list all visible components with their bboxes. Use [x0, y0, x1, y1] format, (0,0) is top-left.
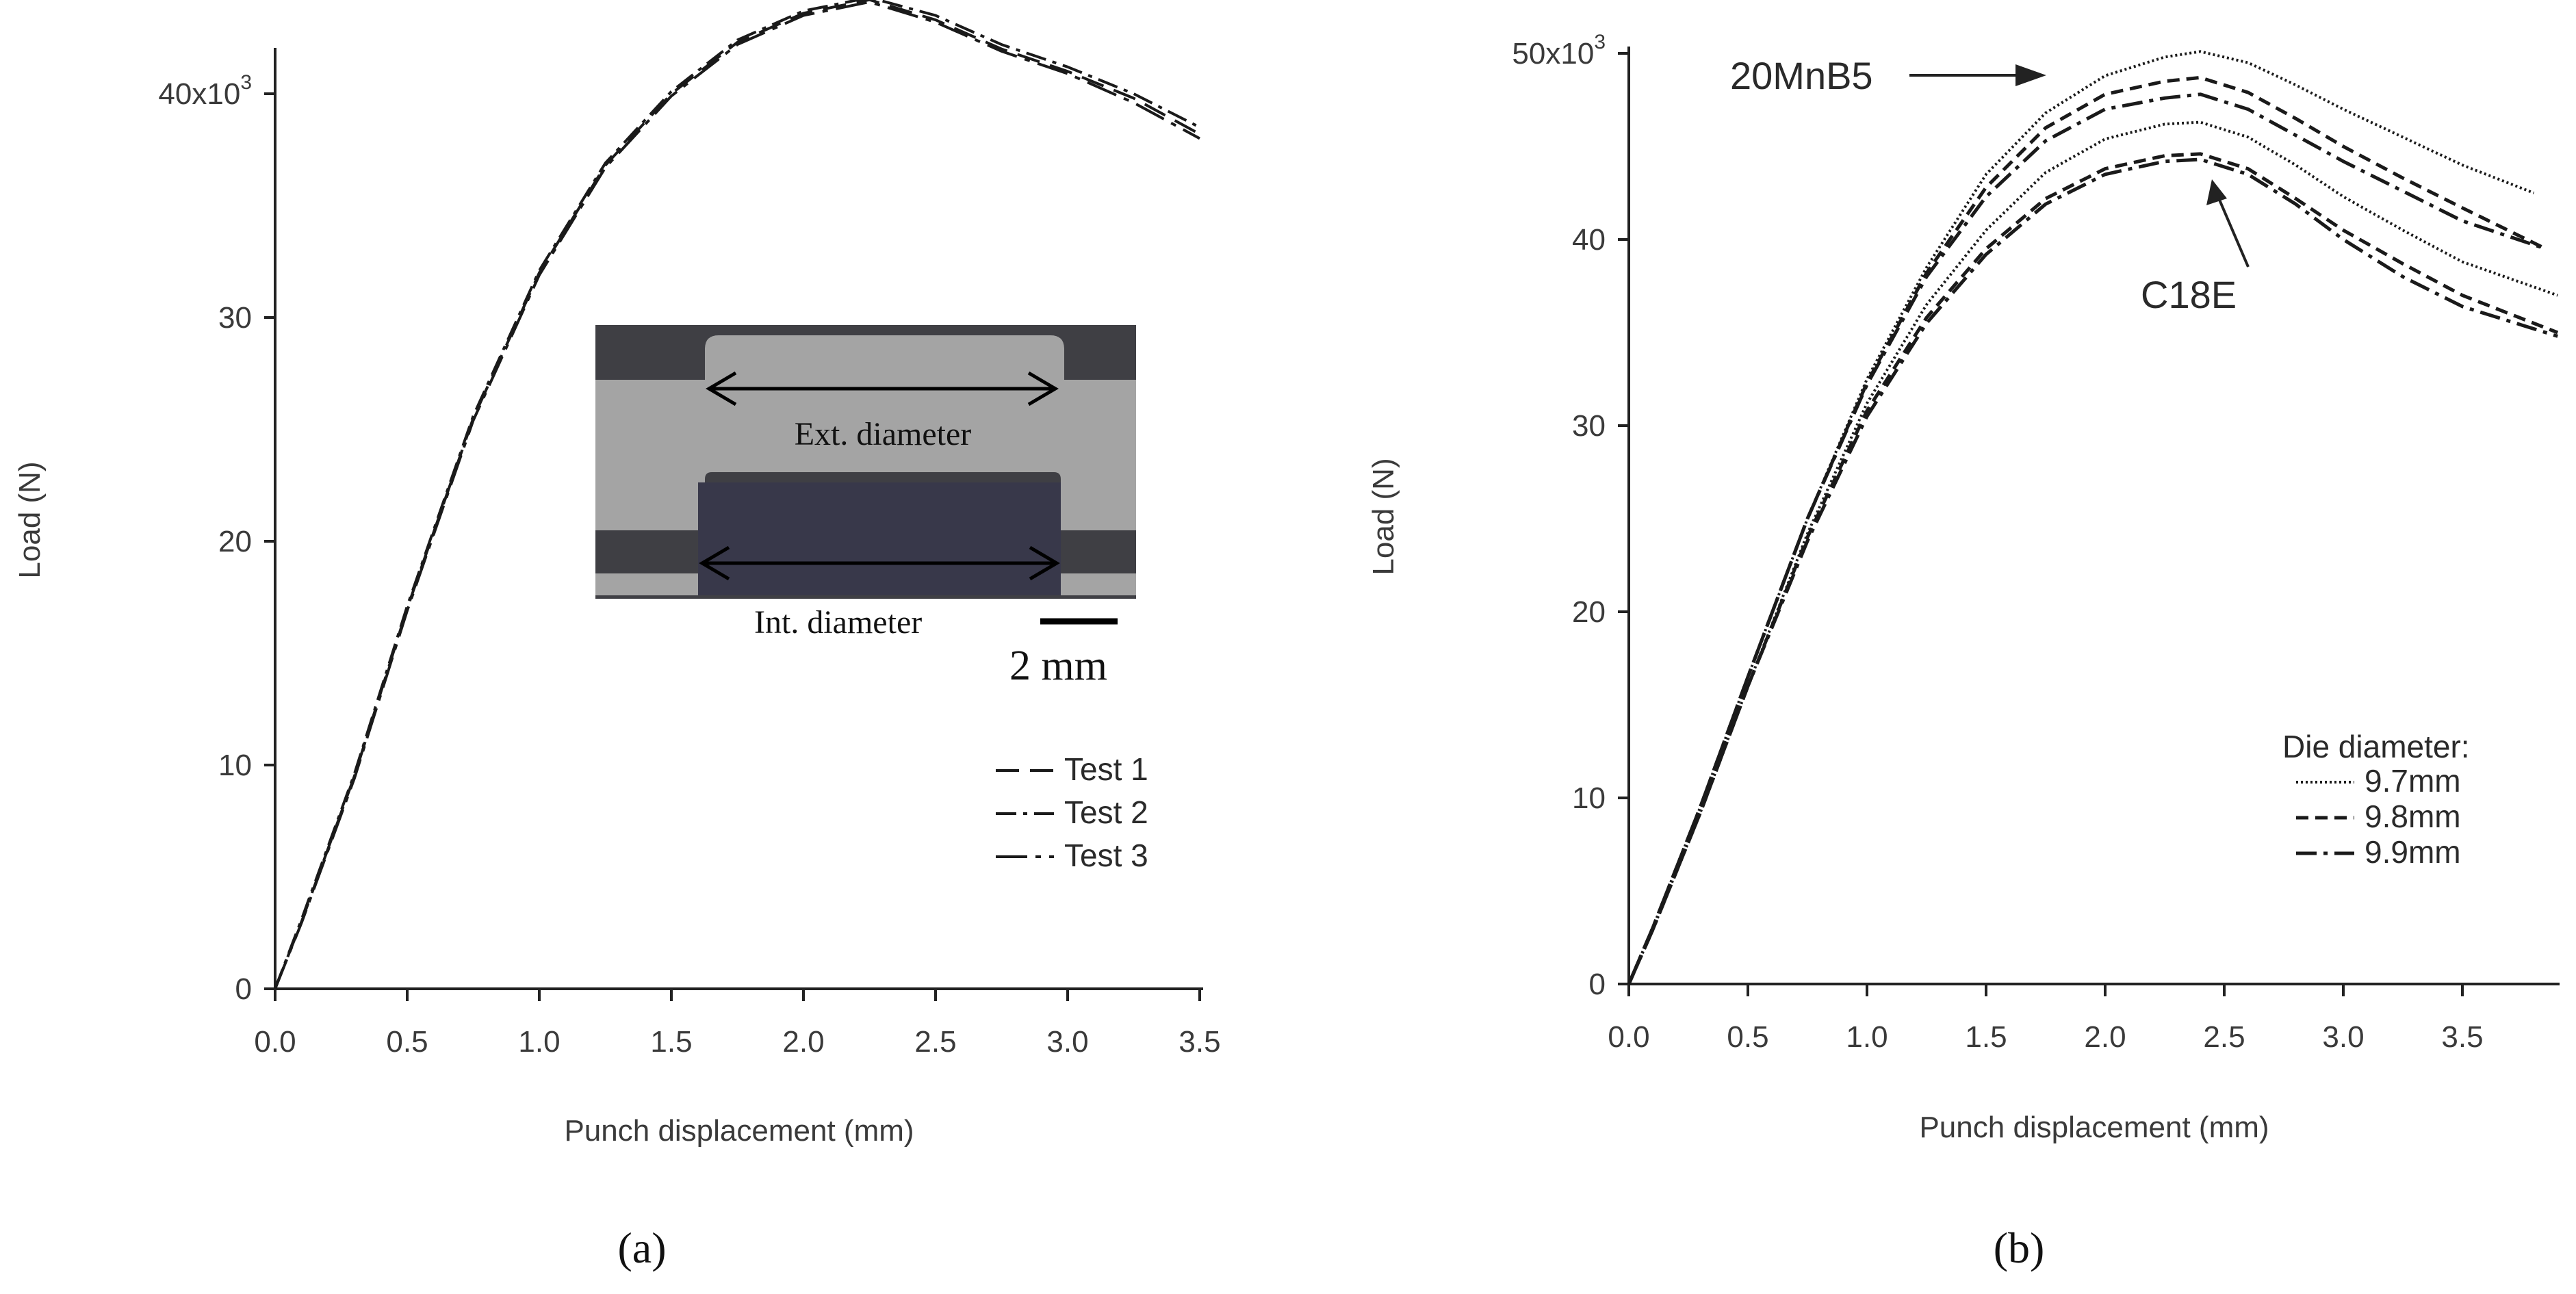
panel-b-y-tick-label: 0: [1589, 968, 1606, 1001]
int-arrow-head-right: [1029, 545, 1060, 581]
panel-a-series-line: [274, 0, 1200, 989]
panel-a: 0 10 20 30 40x103 0.0 0.5 1.0 1.5 2.0 2.5 3.0 3.5 P…: [13, 0, 1221, 1272]
annotation-20mnb5-arrowhead: [2015, 64, 2046, 86]
panel-a-series-line: [274, 0, 1200, 989]
panel-a-x-axis-label: Punch displacement (mm): [564, 1114, 914, 1148]
panel-a-x-tick-label: 0.0: [254, 1025, 296, 1059]
panel-b-y-ticks: 0 10 20 30 40 50x103: [1512, 31, 1629, 1001]
panel-b-x-ticks: 0.0 0.5 1.0 1.5 2.0 2.5 3.0 3.5: [1608, 984, 2484, 1054]
panel-b-series-line: [1627, 92, 2547, 985]
annotation-c18e-arrowhead: [2206, 179, 2227, 205]
inset-sample-profile: [595, 335, 1136, 530]
panel-a-x-tick-label: 0.5: [386, 1025, 428, 1059]
panel-b-y-axis-label: Load (N): [1367, 458, 1400, 575]
panel-b-legend-label: 9.9mm: [2365, 834, 2461, 870]
panel-a-y-tick-label: 40x103: [158, 71, 252, 111]
panel-b-y-tick-label: 10: [1572, 781, 1606, 815]
panel-a-x-tick-label: 3.0: [1046, 1025, 1088, 1059]
panel-b-x-tick-label: 2.0: [2084, 1020, 2126, 1054]
int-diameter-label: Int. diameter: [754, 604, 922, 640]
scale-bar-label: 2 mm: [1009, 643, 1107, 689]
panel-a-y-tick-exponent: 3: [240, 71, 252, 94]
panel-a-y-ticks: 0 10 20 30 40x103: [158, 71, 275, 1006]
panel-b-y-tick-label: 40: [1572, 223, 1606, 257]
panel-b-series-line: [1627, 157, 2558, 985]
ext-arrow-head-left: [706, 371, 737, 406]
panel-b: 0 10 20 30 40 50x103 0.0 0.5 1.0 1.5 2.0 2.5 3.0 3.5…: [1367, 31, 2560, 1272]
panel-b-x-tick-label: 0.0: [1608, 1020, 1649, 1054]
annotation-20mnb5: 20MnB5: [1730, 54, 1873, 97]
int-arrow-head-left: [699, 545, 730, 581]
inset-micrograph: Ext. diameter: [595, 325, 1136, 599]
panel-b-x-tick-label: 3.5: [2441, 1020, 2483, 1054]
panel-a-legend-label: Test 1: [1064, 751, 1148, 787]
panel-a-y-tick-label: 10: [218, 749, 252, 782]
ext-diameter-label: Ext. diameter: [795, 416, 972, 452]
panel-a-legend: Test 1 Test 2 Test 3: [996, 751, 1148, 873]
panel-a-legend-label: Test 3: [1064, 838, 1148, 873]
panel-a-label: (a): [617, 1224, 666, 1272]
panel-b-x-tick-label: 1.5: [1965, 1020, 2007, 1054]
panel-b-legend-title: Die diameter:: [2282, 729, 2470, 764]
panel-b-y-tick-label: 50x103: [1512, 31, 1606, 70]
panel-a-x-tick-label: 1.5: [650, 1025, 692, 1059]
panel-b-x-tick-label: 2.5: [2203, 1020, 2245, 1054]
panel-b-legend-label: 9.7mm: [2365, 763, 2461, 799]
panel-b-legend-label: 9.8mm: [2365, 799, 2461, 834]
panel-b-x-tick-label: 3.0: [2322, 1020, 2364, 1054]
panel-b-series-line: [1627, 75, 2547, 985]
panel-b-y-tick-label: 30: [1572, 409, 1606, 443]
panel-b-x-tick-label: 0.5: [1727, 1020, 1768, 1054]
panel-b-label: (b): [1994, 1224, 2045, 1272]
panel-a-x-tick-label: 2.5: [914, 1025, 956, 1059]
panel-a-x-tick-label: 3.5: [1178, 1025, 1220, 1059]
annotation-c18e: C18E: [2141, 273, 2237, 316]
inset-cavity: [698, 482, 1061, 595]
panel-b-series-line: [1627, 50, 2535, 985]
inset-lower-foot-left: [595, 573, 705, 595]
panel-a-x-tick-label: 2.0: [782, 1025, 824, 1059]
panel-a-series: [274, 0, 1200, 989]
panel-a-y-tick-label: 20: [218, 525, 252, 558]
panel-a-x-tick-label: 1.0: [518, 1025, 560, 1059]
panel-a-legend-label: Test 2: [1064, 794, 1148, 830]
annotation-c18e-arrow: [2216, 194, 2250, 268]
panel-b-x-tick-label: 1.0: [1846, 1020, 1888, 1054]
panel-a-y-axis-label: Load (N): [13, 461, 47, 578]
inset-lower-foot-right: [1061, 573, 1136, 595]
panel-a-x-ticks: 0.0 0.5 1.0 1.5 2.0 2.5 3.0 3.5: [254, 989, 1221, 1059]
panel-a-y-tick-label: 0: [235, 972, 252, 1006]
panel-b-series: [1627, 50, 2559, 985]
panel-a-y-tick-label: 30: [218, 301, 252, 335]
panel-b-x-axis-label: Punch displacement (mm): [1919, 1111, 2269, 1144]
ext-arrow-head-right: [1027, 371, 1059, 406]
panel-b-y-tick-exponent: 3: [1594, 31, 1606, 53]
panel-b-y-tick-label: 20: [1572, 595, 1606, 629]
